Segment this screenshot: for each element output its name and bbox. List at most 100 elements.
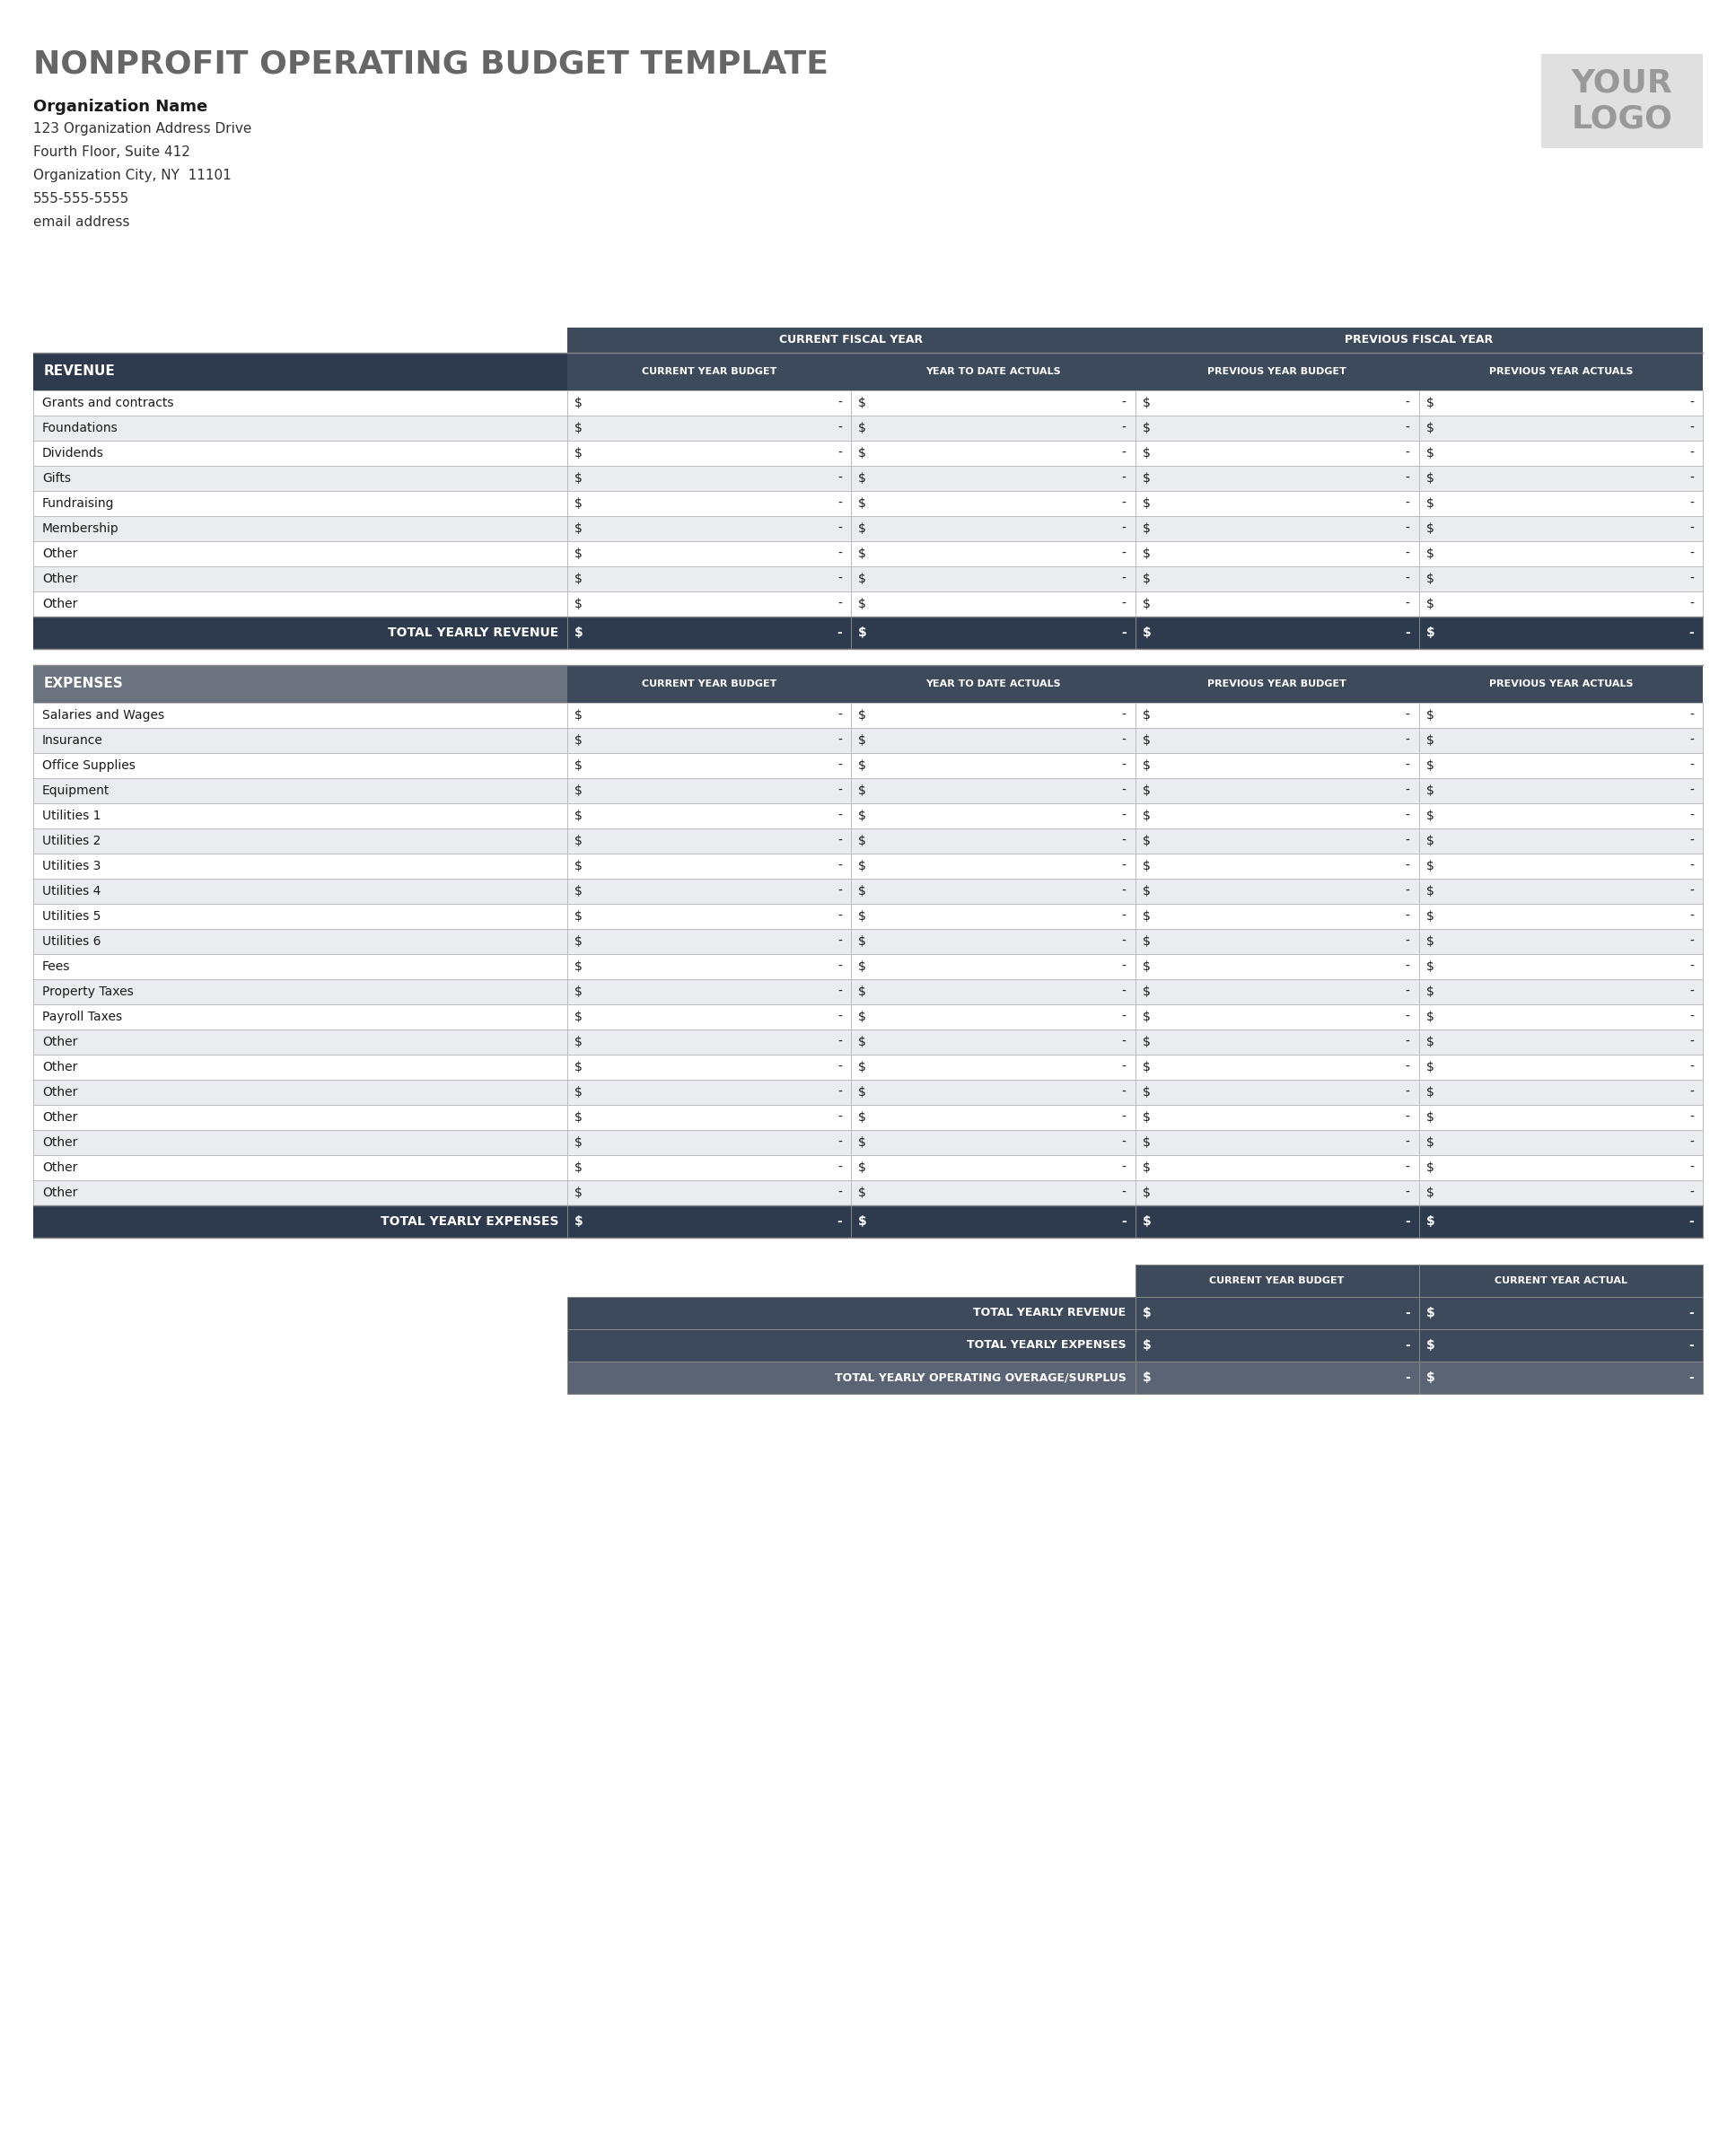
Text: -: - (1406, 1186, 1410, 1199)
Text: TOTAL YEARLY EXPENSES: TOTAL YEARLY EXPENSES (967, 1340, 1127, 1351)
Text: $: $ (575, 985, 583, 998)
Text: $: $ (575, 859, 583, 872)
Text: -: - (1689, 447, 1694, 459)
Text: -: - (1689, 735, 1694, 746)
Bar (851, 353, 1135, 391)
Text: $: $ (858, 1137, 866, 1150)
Text: 555-555-5555: 555-555-5555 (33, 192, 130, 205)
Text: REVENUE: REVENUE (43, 365, 116, 378)
Text: -: - (1406, 759, 1410, 771)
Text: Property Taxes: Property Taxes (42, 985, 134, 998)
Bar (1135, 665, 1418, 703)
Bar (33, 729, 1703, 752)
Text: $: $ (575, 759, 583, 771)
Text: $: $ (1425, 1060, 1434, 1073)
Bar (33, 1130, 1703, 1156)
Text: Utilities 5: Utilities 5 (42, 910, 101, 923)
Text: $: $ (858, 1216, 866, 1229)
Text: $: $ (575, 547, 583, 560)
Bar (33, 353, 568, 391)
Text: -: - (1121, 472, 1127, 485)
Text: Utilities 2: Utilities 2 (42, 836, 101, 846)
Text: $: $ (1142, 985, 1151, 998)
Text: EXPENSES: EXPENSES (43, 677, 123, 690)
Text: $: $ (1142, 598, 1151, 611)
Text: $: $ (575, 960, 583, 972)
Text: $: $ (1425, 397, 1434, 410)
Text: -: - (1406, 498, 1410, 511)
Text: $: $ (1142, 810, 1151, 823)
Text: -: - (1121, 1111, 1127, 1124)
Text: -: - (838, 547, 842, 560)
Text: $: $ (1142, 1216, 1151, 1229)
Text: -: - (838, 1137, 842, 1150)
Text: -: - (837, 626, 842, 639)
Text: -: - (1406, 1137, 1410, 1150)
Text: -: - (1689, 626, 1694, 639)
Text: $: $ (1142, 1308, 1151, 1319)
Text: -: - (1689, 1060, 1694, 1073)
Text: -: - (1406, 573, 1410, 586)
Text: Other: Other (42, 1111, 78, 1124)
Bar (1135, 353, 1418, 391)
Text: CURRENT YEAR BUDGET: CURRENT YEAR BUDGET (642, 680, 776, 688)
Bar (33, 1054, 1703, 1079)
Text: $: $ (1425, 1372, 1436, 1385)
Text: -: - (1121, 573, 1127, 586)
Text: Foundations: Foundations (42, 421, 118, 434)
Text: $: $ (1425, 759, 1434, 771)
Text: $: $ (1142, 547, 1151, 560)
Text: -: - (1121, 1060, 1127, 1073)
Text: $: $ (1425, 447, 1434, 459)
Bar (33, 1205, 1703, 1237)
Text: -: - (1121, 1186, 1127, 1199)
Text: $: $ (858, 859, 866, 872)
Bar (33, 878, 1703, 904)
Bar (33, 829, 1703, 853)
Text: $: $ (1425, 1160, 1434, 1173)
Text: -: - (1689, 836, 1694, 846)
Text: -: - (1121, 498, 1127, 511)
Text: YOUR
LOGO: YOUR LOGO (1571, 68, 1674, 135)
Text: -: - (1404, 1340, 1410, 1353)
Bar (1418, 1329, 1703, 1361)
Text: CURRENT YEAR BUDGET: CURRENT YEAR BUDGET (642, 368, 776, 376)
Text: Fourth Floor, Suite 412: Fourth Floor, Suite 412 (33, 145, 191, 158)
Text: -: - (1121, 985, 1127, 998)
Text: -: - (1406, 735, 1410, 746)
Text: -: - (1121, 859, 1127, 872)
Text: -: - (1689, 1111, 1694, 1124)
Bar (33, 592, 1703, 618)
Text: -: - (1121, 960, 1127, 972)
Text: $: $ (1142, 859, 1151, 872)
Text: $: $ (858, 784, 866, 797)
Text: $: $ (1425, 1111, 1434, 1124)
Text: -: - (1121, 709, 1127, 722)
Text: Utilities 6: Utilities 6 (42, 936, 101, 949)
Bar (33, 466, 1703, 492)
Text: $: $ (858, 1111, 866, 1124)
Text: -: - (838, 810, 842, 823)
Text: $: $ (858, 960, 866, 972)
Text: -: - (1121, 936, 1127, 949)
Text: YEAR TO DATE ACTUALS: YEAR TO DATE ACTUALS (925, 680, 1061, 688)
Text: $: $ (1425, 498, 1434, 511)
Text: Other: Other (42, 547, 78, 560)
Text: -: - (1406, 1036, 1410, 1049)
Bar (1135, 1297, 1418, 1329)
Text: $: $ (575, 397, 583, 410)
Text: Other: Other (42, 598, 78, 611)
Text: $: $ (1425, 885, 1434, 898)
Text: CURRENT YEAR ACTUAL: CURRENT YEAR ACTUAL (1495, 1276, 1627, 1284)
Text: $: $ (1142, 397, 1151, 410)
Text: -: - (1689, 759, 1694, 771)
Text: -: - (1406, 521, 1410, 534)
Text: $: $ (575, 573, 583, 586)
Bar (33, 1105, 1703, 1130)
Text: $: $ (1425, 810, 1434, 823)
Text: -: - (838, 1060, 842, 1073)
Bar (1418, 1297, 1703, 1329)
Text: -: - (1121, 810, 1127, 823)
Bar (33, 440, 1703, 466)
Text: Organization City, NY  11101: Organization City, NY 11101 (33, 169, 231, 182)
